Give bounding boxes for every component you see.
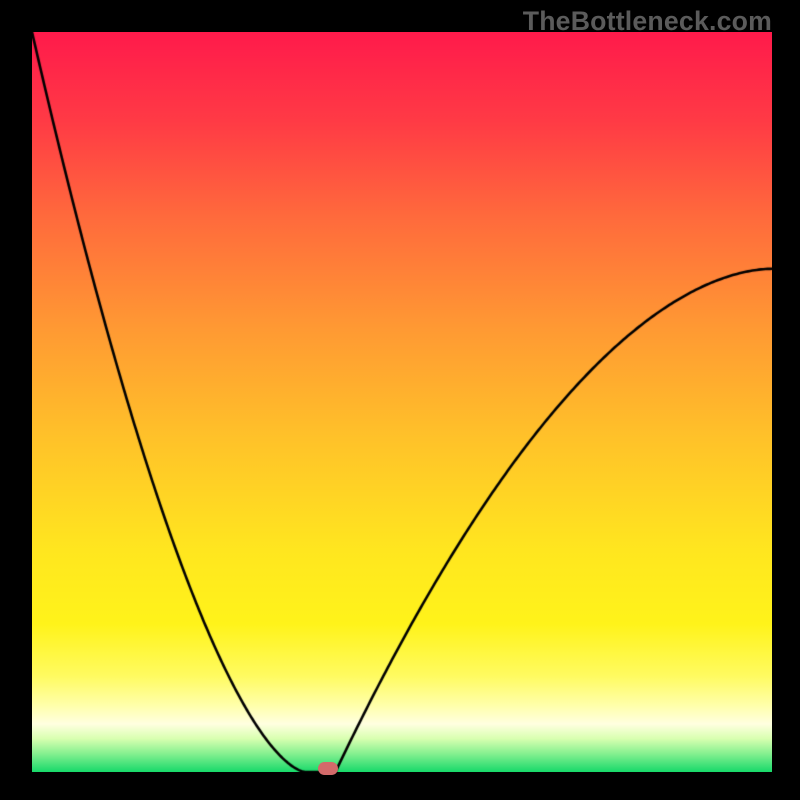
plot-area: [32, 32, 772, 772]
bottleneck-curve: [32, 32, 772, 772]
optimum-marker: [318, 762, 338, 775]
watermark-text: TheBottleneck.com: [523, 6, 772, 37]
figure-container: TheBottleneck.com: [0, 0, 800, 800]
